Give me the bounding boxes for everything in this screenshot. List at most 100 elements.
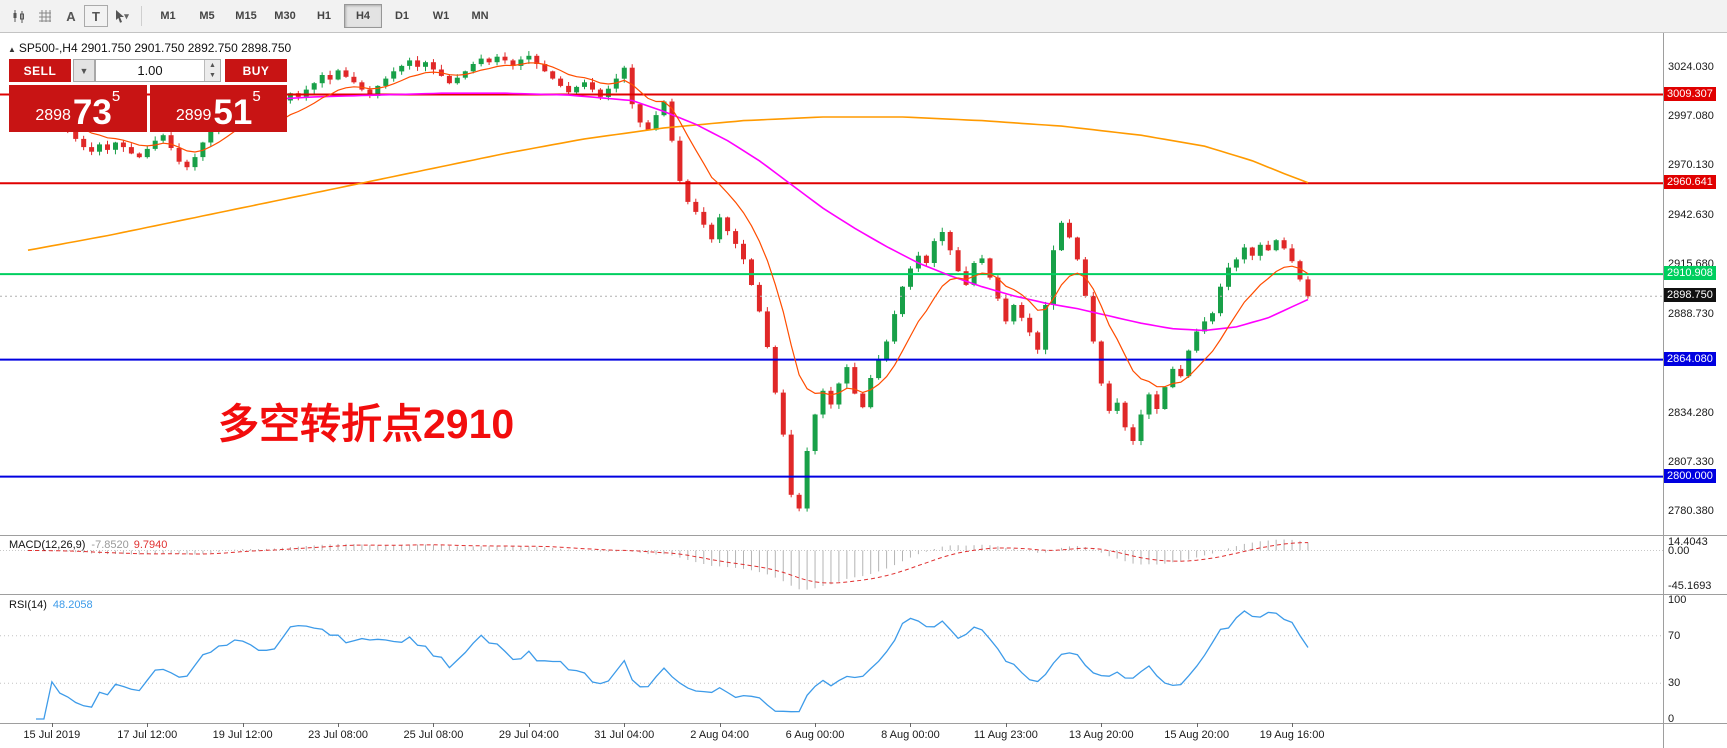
objects-icon[interactable]: ▾ [108,4,134,28]
time-axis-label: 23 Jul 08:00 [308,729,369,741]
ohlc-text: SP500-,H4 2901.750 2901.750 2892.750 289… [18,41,292,55]
timeframe-MN[interactable]: MN [471,10,489,22]
main-chart-canvas[interactable] [0,33,1663,535]
price-axis-label: 3024.030 [1668,60,1714,73]
macd-axis-label: -45.1693 [1668,579,1712,592]
one-click-trade-panel: SELL ▼ 1.00 ▲ ▼ BUY 2898 73 5 2899 51 5 [9,59,287,132]
buy-button[interactable]: BUY [225,59,287,82]
toolbar-separator [141,6,142,26]
time-axis-label: 11 Aug 23:00 [973,729,1038,741]
time-tick [624,723,626,727]
time-axis-label: 19 Jul 12:00 [212,729,273,741]
timeframe-W1[interactable]: W1 [432,10,450,22]
template-glyph: T [92,8,100,24]
time-tick [910,723,912,727]
macd-axis-label: 14.4043 [1668,536,1708,548]
time-axis-label: 13 Aug 20:00 [1068,729,1134,741]
rsi-canvas[interactable] [0,595,1663,723]
time-tick [1101,723,1103,727]
sell-button[interactable]: SELL [9,59,71,82]
time-axis-label: 8 Aug 00:00 [881,729,940,741]
price-axis-separator [1663,33,1664,748]
text-tool-glyph: A [66,8,76,24]
time-axis-label: 25 Jul 08:00 [403,729,464,741]
time-tick [719,723,721,727]
rsi-axis-label: 0 [1668,713,1675,725]
macd-name: MACD(12,26,9) [9,539,86,551]
macd-axis-label: 0.00 [1668,544,1690,557]
volume-field: 1.00 ▲ ▼ [95,59,221,82]
timeframe-M1[interactable]: M1 [160,10,176,22]
ask-price-box[interactable]: 2899 51 5 [149,85,287,132]
bid-sup: 5 [111,88,121,105]
time-axis-label: 6 Aug 00:00 [785,729,845,741]
timeframe-group: M1 M5 M15 M30 H1 H4 D1 W1 MN [149,4,499,28]
chart-annotation-text[interactable]: 多空转折点2910 [218,401,515,447]
macd-value-signal: 9.7940 [133,539,168,551]
rsi-value: 48.2058 [52,599,93,611]
price-axis-label: 2834.280 [1668,407,1714,419]
volume-input[interactable]: 1.00 [137,63,163,78]
ask-prefix: 2899 [175,107,212,124]
bid-big: 73 [72,92,112,132]
template-icon[interactable]: T [84,5,108,27]
price-axis-label: 2888.730 [1668,307,1714,320]
price-level-label: 3009.307 [1664,86,1716,101]
rsi-axis-label: 100 [1668,594,1687,606]
time-axis-label: 29 Jul 04:00 [498,729,559,741]
rsi-axis-label: 30 [1668,677,1681,690]
macd-panel-separator[interactable] [0,535,1727,536]
time-tick [815,723,817,727]
macd-canvas[interactable] [0,536,1663,594]
time-tick [51,723,53,727]
chart-style-icon[interactable] [6,4,32,28]
price-level-label: 2910.908 [1664,266,1716,281]
volume-down-icon[interactable]: ▼ [205,70,220,81]
timeframe-M5[interactable]: M5 [199,10,215,22]
time-axis-label: 17 Jul 12:00 [117,729,178,741]
price-axis-label: 2942.630 [1668,209,1714,222]
objects-caret-icon: ▾ [124,10,129,21]
time-tick [1196,723,1198,727]
ask-sup: 5 [252,88,261,105]
price-level-label: 2864.080 [1664,351,1716,366]
text-tool-icon[interactable]: A [58,4,84,28]
timeframe-H1[interactable]: H1 [316,10,332,22]
time-axis-label: 15 Aug 20:00 [1164,729,1230,741]
collapse-arrow-icon[interactable]: ▲ [8,45,16,54]
rsi-label: RSI(14) 48.2058 [9,599,93,611]
macd-label: MACD(12,26,9) -7.8520 9.7940 [9,539,167,551]
rsi-panel-separator[interactable] [0,594,1727,595]
time-tick [1005,723,1007,727]
time-axis-label: 31 Jul 04:00 [594,729,655,741]
timeframe-H4[interactable]: H4 [344,4,382,28]
rsi-axis-label: 70 [1668,629,1681,642]
time-tick [242,723,244,727]
bid-price-box[interactable]: 2898 73 5 [9,85,147,132]
time-tick [528,723,530,727]
timeframe-M15[interactable]: M15 [235,10,257,22]
price-axis-label: 2997.080 [1668,109,1714,122]
timeframe-M30[interactable]: M30 [274,10,296,22]
ask-big: 51 [213,92,253,132]
toolbar: A T ▾ M1 M5 M15 M30 H1 H4 D1 W1 MN [0,0,1727,33]
time-axis-label: 19 Aug 16:00 [1259,729,1325,741]
price-axis-label: 2807.330 [1668,456,1714,469]
time-axis-separator [0,723,1727,724]
time-tick [338,723,340,727]
volume-stepper: ▲ ▼ [204,60,220,81]
price-level-label: 2898.750 [1664,288,1716,303]
time-tick [1292,723,1294,727]
bid-prefix: 2898 [35,107,71,124]
order-type-dropdown[interactable]: ▼ [73,59,95,82]
volume-up-icon[interactable]: ▲ [205,60,220,71]
price-axis-label: 2970.130 [1668,159,1714,172]
timeframe-D1[interactable]: D1 [394,10,410,22]
ohlc-header: ▲ SP500-,H4 2901.750 2901.750 2892.750 28… [8,41,291,55]
time-tick [433,723,435,727]
price-level-label: 2960.641 [1664,175,1716,190]
time-tick [147,723,149,727]
grid-icon[interactable] [32,4,58,28]
macd-value-main: -7.8520 [91,539,129,551]
